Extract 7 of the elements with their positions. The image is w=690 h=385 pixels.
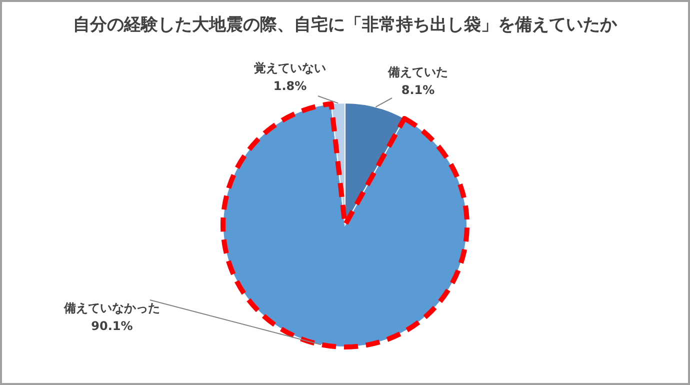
slice-label: 備えていた — [387, 65, 448, 79]
slice-label: 備えていなかった — [63, 301, 160, 315]
data-label: 1.8% — [273, 79, 307, 93]
data-label: 8.1% — [401, 83, 435, 97]
slice-label: 覚えていない — [254, 61, 326, 75]
data-label: 90.1% — [91, 319, 133, 333]
chart-title: 自分の経験した大地震の際、自宅に「非常持ち出し袋」を備えていたか — [73, 15, 618, 35]
